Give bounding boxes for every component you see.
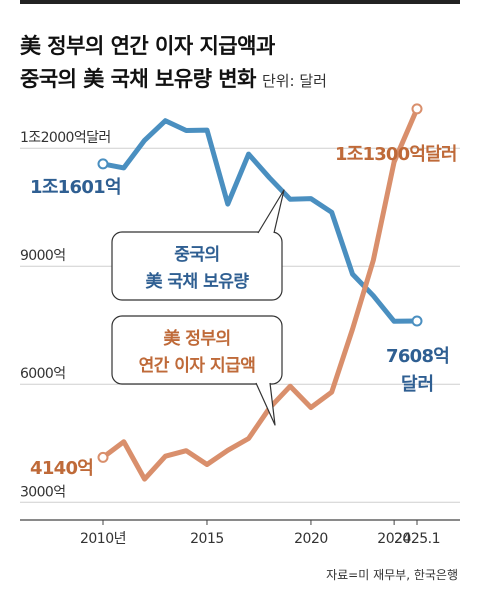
grid-layer: [20, 147, 460, 503]
y-tick-label: 9000억: [20, 248, 66, 264]
axis-layer: 3000억 6000억 9000억 1조2000억달러 2010년 2015 2020 202…: [20, 130, 460, 547]
interest-end-value: 1조1300억달러: [335, 144, 457, 165]
china-callout-pointer: [257, 189, 285, 234]
x-tick-label: 2010년: [80, 531, 126, 547]
x-tick-label: 2015: [190, 531, 224, 547]
china-end-value: 7608억: [386, 346, 449, 367]
interest-payment-line-start-point: [97, 451, 109, 463]
x-tick-label: 2024: [377, 531, 411, 547]
x-tick-label: 2020: [294, 531, 328, 547]
source-note: 자료=미 재무부, 한국은행: [326, 568, 458, 582]
interest-payment-line: [100, 106, 420, 482]
x-tick-label: 2025.1: [394, 531, 440, 547]
unit-label: 단위: 달러: [261, 72, 327, 90]
title-rule: [20, 0, 460, 4]
y-tick-label: 6000억: [20, 366, 66, 382]
interest-callout-pointer: [255, 382, 276, 426]
china-callout-label: 美 국채 보유량: [145, 271, 249, 292]
china-callout-label: 중국의: [174, 245, 219, 265]
chart-title-line2: 중국의 美 국채 보유량 변화 단위: 달러: [20, 63, 327, 93]
china-holdings-line: [100, 118, 420, 324]
chart-title-line1: 美 정부의 연간 이자 지급액과: [20, 34, 275, 58]
interest-callout-label: 美 정부의: [163, 328, 230, 349]
series-layer: [97, 103, 423, 482]
interest-payment-line-end-point: [411, 103, 423, 115]
interest-callout-box: [111, 315, 283, 385]
interest-start-value: 4140억: [30, 458, 93, 479]
y-tick-label: 3000억: [20, 484, 66, 500]
china-end-unit: 달러: [401, 374, 434, 395]
y-tick-label: 1조2000억달러: [20, 130, 111, 146]
china-holdings-line-end-point: [411, 315, 423, 327]
china-start-value: 1조1601억: [30, 177, 121, 198]
china-holdings-line-start-point: [97, 158, 109, 170]
china-callout-box: [111, 231, 283, 301]
interest-callout-label: 연간 이자 지급액: [139, 356, 256, 376]
chart-title-text: 중국의 美 국채 보유량 변화: [20, 67, 256, 91]
